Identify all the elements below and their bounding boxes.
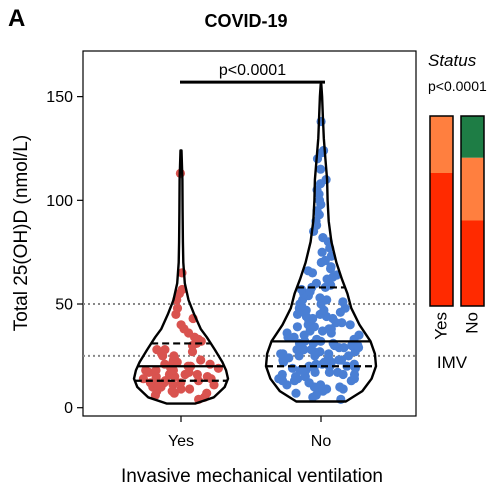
status-segment <box>461 157 484 221</box>
violins <box>132 83 378 405</box>
data-point <box>336 355 347 365</box>
violin-outline <box>264 83 378 403</box>
y-tick-label: 0 <box>64 400 73 417</box>
data-point <box>151 365 161 375</box>
significance-label: p<0.0001 <box>219 62 286 79</box>
data-point <box>202 372 212 382</box>
status-stacked-bars: Status p<0.0001 Yes No IMV <box>428 51 487 372</box>
data-point <box>196 355 206 365</box>
reference-lines <box>83 303 416 357</box>
status-bars: Yes No <box>429 115 485 340</box>
violin-group <box>132 149 230 405</box>
data-point <box>324 349 334 359</box>
violin-outline <box>132 149 230 405</box>
data-point <box>343 351 354 361</box>
data-point <box>312 334 322 344</box>
data-point <box>339 343 349 353</box>
data-point <box>326 324 336 334</box>
chart-title: COVID-19 <box>204 11 287 31</box>
plot-frame <box>82 50 417 417</box>
data-point <box>297 365 307 375</box>
data-point <box>291 388 301 398</box>
violin-group <box>264 83 378 404</box>
data-point <box>172 303 183 313</box>
data-point <box>202 388 212 398</box>
status-segment <box>461 220 484 306</box>
status-bar-outline <box>429 115 454 307</box>
status-category-label: Yes <box>432 312 451 340</box>
data-point <box>192 369 202 380</box>
data-point <box>335 382 345 392</box>
y-axis: 0 50 100 150 <box>46 89 83 417</box>
status-segment <box>461 116 484 158</box>
status-segment <box>430 173 453 306</box>
data-point <box>205 359 215 369</box>
data-point <box>304 361 314 371</box>
data-point <box>326 262 336 272</box>
data-point <box>276 349 286 359</box>
data-point <box>303 266 313 276</box>
status-p-label: p<0.0001 <box>428 78 487 94</box>
data-point <box>318 233 328 243</box>
x-axis-label: Invasive mechanical ventilation <box>121 466 383 487</box>
data-point <box>287 363 298 373</box>
data-point <box>277 369 287 380</box>
data-point <box>333 367 343 377</box>
y-tick-label: 50 <box>55 297 73 314</box>
data-point <box>311 278 321 288</box>
status-x-label: IMV <box>437 353 468 372</box>
status-segment <box>430 116 453 173</box>
data-point <box>168 380 178 390</box>
data-point <box>292 322 302 332</box>
data-point <box>152 345 162 355</box>
data-point <box>317 247 327 257</box>
data-point <box>338 297 348 307</box>
significance-bracket: p<0.0001 <box>180 62 325 84</box>
data-point <box>282 328 292 338</box>
data-point <box>160 345 170 355</box>
data-point <box>213 363 223 373</box>
y-tick-label: 100 <box>46 193 73 210</box>
panel-letter: A <box>8 5 25 32</box>
x-tick-label: Yes <box>168 433 194 450</box>
violin-plot: 0 50 100 150 Yes No p<0.0001 Invasive mechan… <box>11 50 417 487</box>
data-point <box>185 384 195 394</box>
status-bar-outline <box>460 115 485 307</box>
data-point <box>176 320 186 330</box>
y-axis-label: Total 25(OH)D (nmol/L) <box>11 135 32 331</box>
status-category-label: No <box>463 312 482 334</box>
x-axis: Yes No <box>168 416 331 450</box>
data-point <box>354 330 364 340</box>
data-point <box>316 164 326 174</box>
data-point <box>328 338 338 348</box>
data-point <box>141 365 151 375</box>
data-point <box>169 351 179 361</box>
x-tick-label: No <box>311 433 332 450</box>
data-point <box>315 293 325 303</box>
data-point <box>349 359 359 369</box>
data-point <box>316 380 326 390</box>
y-tick-label: 150 <box>46 89 73 106</box>
data-point <box>345 320 355 330</box>
status-title: Status <box>428 51 477 70</box>
data-point <box>160 359 170 369</box>
